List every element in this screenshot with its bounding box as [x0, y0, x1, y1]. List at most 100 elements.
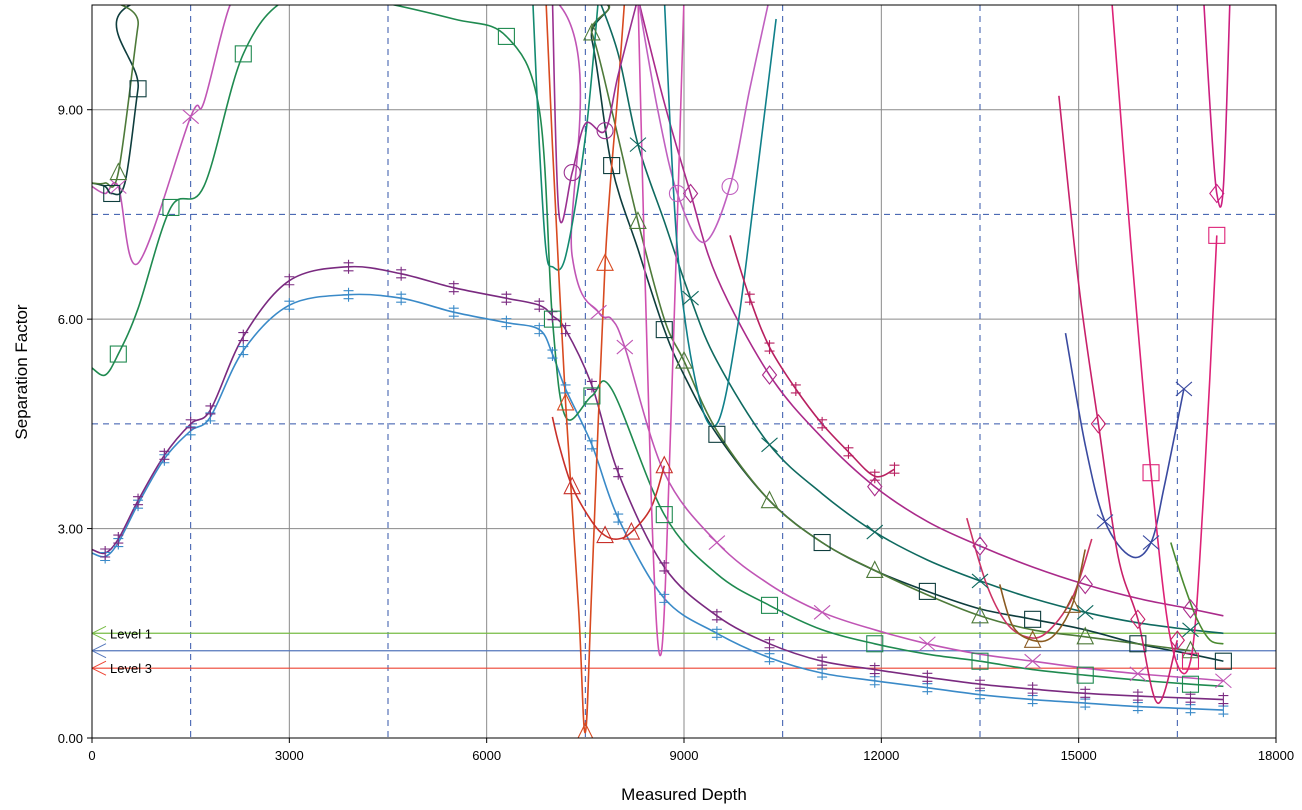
- circle-marker: [596, 122, 614, 140]
- x-tick-label: 15000: [1061, 748, 1097, 763]
- y-tick-label: 3.00: [58, 522, 83, 537]
- plus-marker: [817, 654, 828, 669]
- x-marker: [629, 137, 647, 153]
- series-markers: [100, 22, 1232, 738]
- x-marker: [1175, 381, 1193, 397]
- plus-marker: [205, 402, 216, 417]
- series-line: [998, 549, 1086, 643]
- square-marker: [1181, 652, 1200, 670]
- x-tick-label: 18000: [1258, 748, 1294, 763]
- x-marker: [761, 437, 778, 453]
- plus-marker: [975, 677, 985, 692]
- series-line: [637, 5, 685, 657]
- plus-marker: [113, 532, 124, 547]
- series-line: [966, 517, 1093, 639]
- triangle-marker: [596, 525, 614, 544]
- square-marker: [1208, 226, 1226, 244]
- level-arrow: [91, 643, 107, 659]
- square-marker: [866, 635, 884, 653]
- level-arrow: [91, 625, 107, 641]
- plus-marker: [238, 329, 249, 344]
- level-label: Level 3: [110, 661, 152, 676]
- series-line: [663, 5, 777, 428]
- plus-marker: [659, 591, 670, 606]
- plus-marker: [711, 626, 722, 641]
- diamond-marker: [972, 536, 988, 556]
- diamond-marker: [682, 183, 699, 204]
- square-marker: [813, 533, 831, 552]
- series-line: [545, 5, 626, 734]
- series-line: [532, 5, 599, 271]
- plus-marker: [613, 511, 624, 526]
- triangle-marker: [1063, 595, 1081, 613]
- diamond-marker: [867, 476, 883, 497]
- plus-marker: [1027, 682, 1038, 697]
- x-marker: [1024, 653, 1041, 669]
- y-tick-label: 6.00: [58, 312, 83, 327]
- triangle-marker: [577, 722, 594, 738]
- triangle-marker: [675, 350, 693, 369]
- x-marker: [682, 290, 699, 306]
- square-marker: [129, 80, 147, 98]
- plus-marker: [284, 273, 295, 288]
- square-marker: [109, 345, 127, 363]
- plus-marker: [1218, 692, 1229, 707]
- plus-marker: [764, 340, 775, 355]
- level-label: Level 1: [110, 626, 152, 641]
- plus-marker: [534, 298, 545, 313]
- square-marker: [1129, 635, 1147, 653]
- x-marker: [971, 573, 989, 589]
- plus-marker: [343, 287, 354, 302]
- series-line: [551, 416, 666, 540]
- plus-marker: [659, 559, 670, 574]
- x-marker: [1215, 673, 1232, 689]
- level-arrow: [91, 660, 107, 676]
- square-marker: [234, 45, 252, 63]
- y-axis-title: Separation Factor: [12, 304, 31, 439]
- plus-marker: [185, 416, 196, 431]
- y-tick-label: 9.00: [58, 103, 83, 118]
- plus-marker: [238, 343, 249, 358]
- plus-marker: [586, 437, 597, 452]
- square-marker: [655, 321, 673, 339]
- square-marker: [1214, 652, 1232, 670]
- series-line: [1064, 332, 1185, 559]
- square-marker: [655, 506, 673, 524]
- x-tick-label: 0: [88, 748, 95, 763]
- x-marker: [1129, 666, 1147, 682]
- square-marker: [1024, 610, 1042, 628]
- series-line: [638, 5, 1224, 617]
- x-marker: [813, 604, 831, 620]
- x-marker: [1076, 604, 1094, 620]
- triangle-marker: [655, 455, 674, 474]
- diamond-marker: [1182, 598, 1199, 619]
- x-axis-title: Measured Depth: [621, 785, 747, 804]
- x-tick-label: 6000: [472, 748, 501, 763]
- square-marker: [103, 184, 121, 203]
- triangle-marker: [1076, 626, 1095, 645]
- triangle-marker: [556, 392, 575, 411]
- plus-marker: [1080, 686, 1091, 701]
- x-marker: [590, 304, 607, 320]
- plus-marker: [501, 291, 512, 306]
- diamond-marker: [1077, 574, 1093, 595]
- triangle-marker: [596, 253, 614, 271]
- grid: [92, 5, 1276, 738]
- plus-marker: [534, 322, 545, 337]
- plus-marker: [817, 416, 828, 431]
- plus-marker: [869, 662, 880, 677]
- square-marker: [708, 425, 726, 443]
- circle-marker: [668, 184, 686, 203]
- series-line: [92, 5, 1224, 682]
- series-line: [1170, 542, 1224, 645]
- square-marker: [603, 157, 621, 175]
- plus-marker: [764, 650, 775, 665]
- plus-marker: [586, 378, 597, 393]
- x-marker: [1096, 514, 1114, 530]
- plus-marker: [889, 462, 900, 477]
- square-marker: [1076, 666, 1094, 684]
- x-marker: [109, 179, 127, 194]
- plus-marker: [547, 347, 558, 362]
- plus-marker: [869, 469, 880, 484]
